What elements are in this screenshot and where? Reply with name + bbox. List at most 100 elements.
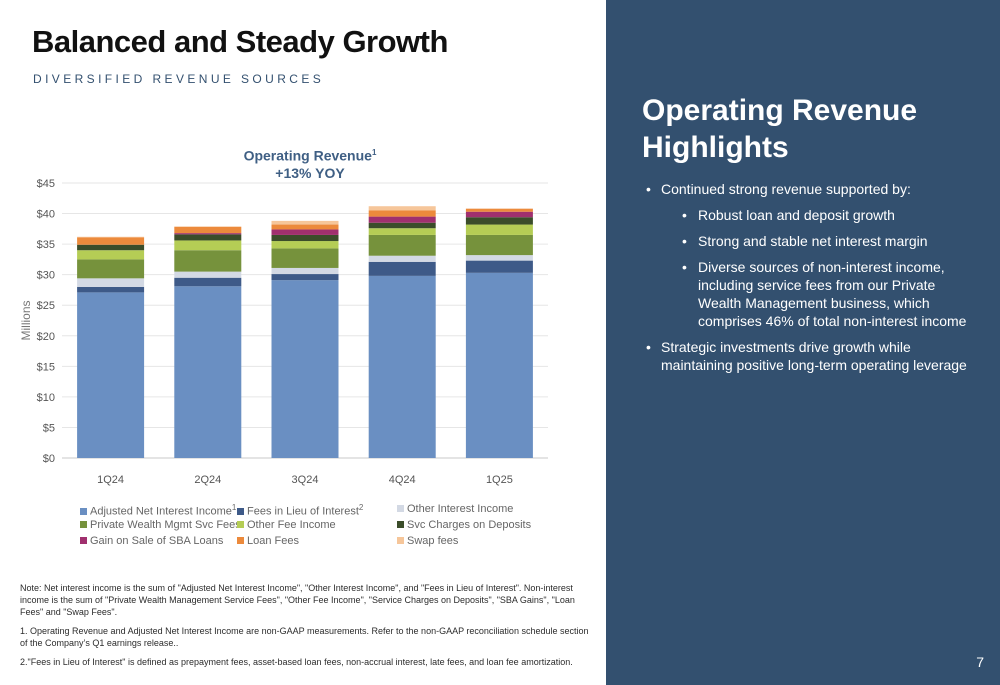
chart-title: Operating Revenue [243,147,372,164]
note-text: Note: Net interest income is the sum of … [20,583,575,617]
legend-row: Adjusted Net Interest Income1 Fees in Lie… [80,503,580,519]
bar-segment [77,278,145,287]
bar-segment [77,250,145,260]
bar-segment [368,228,436,235]
y-tick-label: $5 [43,422,55,434]
bar-segment [271,241,339,249]
chart-subtitle: +13% YOY [275,164,345,181]
highlights-title: Operating Revenue Highlights [642,94,918,164]
chart-title-footnote: 1 [371,148,377,157]
legend-label: Gain on Sale of SBA Loans [90,535,224,547]
page-number: 7 [976,654,984,670]
operating-revenue-chart: $0 $5 $10 $15 $20 $25 $30 $35 $40 $45 Millions 1Q24… [19,178,548,486]
legend-item: Other Fee Income [237,519,336,531]
legend-swatch [397,505,404,512]
bar-segment [465,260,533,273]
highlight-sub-list: Robust loan and deposit growth Strong an… [682,206,976,330]
chart-panel: Balanced and Steady Growth DIVERSIFIED R… [19,24,595,675]
legend-item: Private Wealth Mgmt Svc Fees [80,519,241,531]
bar-segment [77,244,145,251]
y-axis-label: Millions [19,300,33,340]
y-tick-label: $20 [37,331,55,343]
bar-segment [77,286,145,293]
bar-segment [77,259,145,279]
bar-segment [368,255,436,262]
bar-segment [271,280,339,458]
bar-segment [271,234,339,242]
bar-segment [271,248,339,268]
bar-segment [368,210,436,217]
y-tick-label: $35 [37,239,55,251]
bar-segment [174,286,242,458]
footnote-2: 2."Fees in Lieu of Interest" is defined … [20,657,573,667]
bar-segment [174,234,242,241]
highlight-bullet-text: Continued strong revenue supported by: [661,181,911,197]
legend-item: Svc Charges on Deposits [397,519,531,531]
bar-segment [368,216,436,223]
legend-item: Adjusted Net Interest Income1 [80,503,236,518]
legend-item: Swap fees [397,535,458,547]
highlight-sub-bullet: Strong and stable net interest margin [682,232,976,250]
bar-segment [174,227,242,234]
x-tick-label: 4Q24 [389,474,416,486]
bar-segment [465,224,533,235]
legend-footnote: 1 [231,503,237,512]
y-tick-label: $45 [37,178,55,190]
page-title: Balanced and Steady Growth [32,24,448,59]
legend-item: Gain on Sale of SBA Loans [80,535,223,547]
legend-swatch [397,521,404,528]
legend-swatch [80,521,87,528]
y-tick-label: $30 [37,270,55,282]
bar-segment [77,292,145,458]
y-tick-label: $40 [37,209,55,221]
legend-swatch [237,507,244,515]
bar-segment [271,274,339,281]
highlights-list: Continued strong revenue supported by: R… [646,180,976,382]
bar-segment [174,240,242,251]
chart-title-block: Operating Revenue1 +13% YOY [200,144,420,182]
x-tick-label: 1Q24 [97,474,124,486]
bar-segment [368,222,436,229]
legend-swatch [397,537,404,544]
bar-segment [271,220,339,225]
highlight-sub-bullet: Diverse sources of non-interest income, … [682,258,976,330]
legend-label: Svc Charges on Deposits [407,519,532,531]
legend-swatch [237,521,244,528]
bar-segment [174,233,242,235]
bar-segment [368,275,436,458]
legend-label: Fees in Lieu of Interest [247,505,359,518]
bar-segment [271,229,339,235]
y-tick-label: $15 [37,361,55,373]
bar-segment [77,237,145,245]
bar-segment [174,277,242,287]
bar-segment [465,208,533,212]
footnotes: Note: Net interest income is the sum of … [20,582,595,675]
y-tick-label: $10 [37,392,55,404]
x-tick-label: 3Q24 [292,474,319,486]
legend-label: Adjusted Net Interest Income [90,505,232,518]
legend-footnote: 2 [358,503,364,512]
bar-segment [465,255,533,261]
y-tick-label: $25 [37,300,55,312]
bar-segment [271,224,339,230]
legend-item: Loan Fees [237,535,299,547]
page-subtitle: DIVERSIFIED REVENUE SOURCES [33,72,325,86]
bar-segment [174,250,242,272]
footnote-1: 1. Operating Revenue and Adjusted Net In… [20,626,589,648]
bar-segment [368,206,436,211]
bar-segment [465,234,533,256]
highlight-sub-bullet: Robust loan and deposit growth [682,206,976,224]
bar-segment [271,267,339,275]
bar-segment [368,234,436,256]
legend-item: Other Interest Income [397,503,513,515]
legend-swatch [80,507,87,515]
bar-segment [465,217,533,225]
legend-label: Private Wealth Mgmt Svc Fees [90,519,241,531]
highlight-bullet: Strategic investments drive growth while… [646,338,976,374]
bar-segment [174,226,242,227]
legend-label: Swap fees [407,535,459,547]
highlight-bullet: Continued strong revenue supported by: R… [646,180,976,330]
bar-segment [465,272,533,458]
x-tick-label: 1Q25 [486,474,513,486]
bar-segment [465,211,533,218]
